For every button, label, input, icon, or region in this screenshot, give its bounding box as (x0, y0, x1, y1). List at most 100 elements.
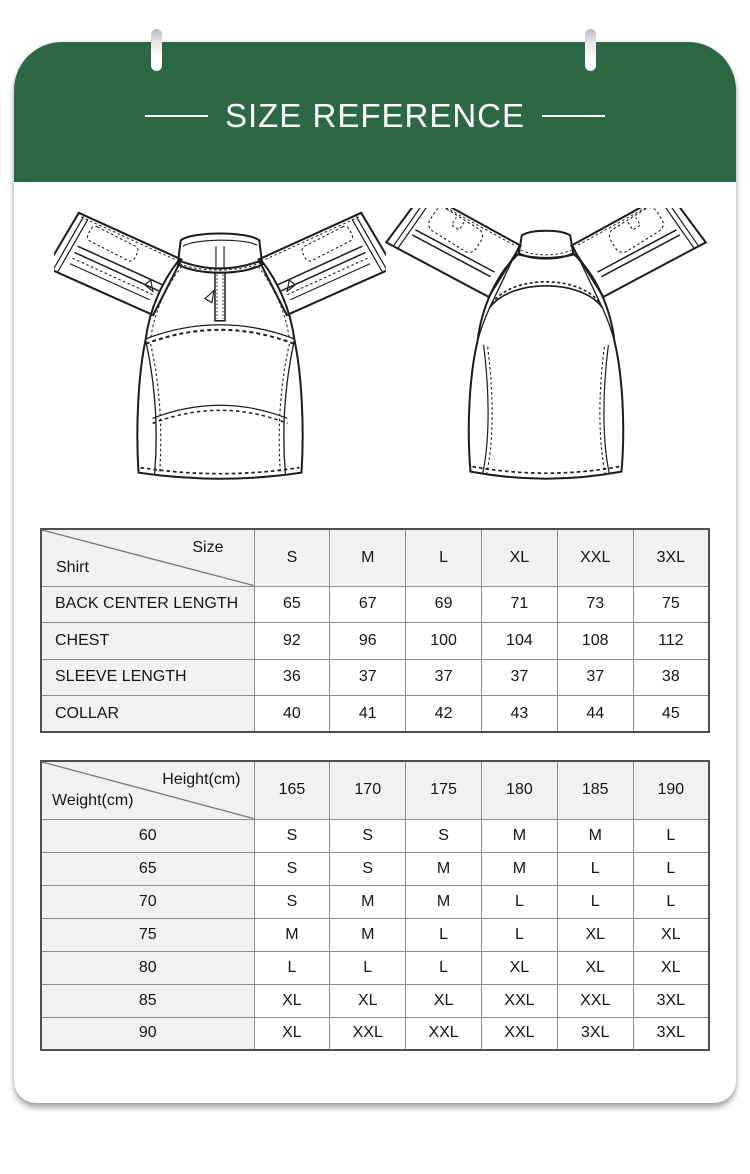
fit-cell: M (253, 917, 331, 952)
size-cell: 37 (556, 658, 634, 697)
row-label: CHEST (40, 622, 255, 660)
fit-cell: XXL (480, 983, 558, 1018)
row-label: BACK CENTER LENGTH (40, 585, 255, 624)
weight-label: 90 (40, 1016, 255, 1051)
size-cell: 73 (556, 585, 634, 624)
size-col-header: XXL (556, 528, 634, 587)
fit-cell: XL (480, 950, 558, 985)
height-col-header: 170 (329, 760, 407, 820)
title-rule-right (542, 115, 606, 117)
fit-cell: L (253, 950, 331, 985)
size-table-header-row: Size Shirt S M L XL XXL 3XL (40, 528, 710, 587)
corner-label-size: Size (192, 539, 224, 556)
back-sleeve (384, 190, 523, 299)
weight-label: 70 (40, 884, 255, 919)
height-col-header: 175 (405, 760, 482, 820)
fit-cell: 3XL (556, 1016, 634, 1051)
size-col-header: 3XL (632, 528, 710, 587)
size-table: Size Shirt S M L XL XXL 3XL BACK CENTER … (40, 528, 710, 734)
fit-table-row: 65 S S M M L L (40, 851, 710, 886)
fit-cell: L (329, 950, 407, 985)
size-cell: 104 (480, 622, 558, 660)
fit-table-row: 60 S S S M M L (40, 818, 710, 853)
size-cell: 38 (632, 658, 710, 697)
size-table-row: BACK CENTER LENGTH 65 67 69 71 73 75 (40, 585, 710, 624)
hang-slot-left (151, 29, 162, 71)
size-cell: 92 (253, 622, 331, 660)
fit-table-row: 90 XL XXL XXL XXL 3XL 3XL (40, 1016, 710, 1051)
back-body-outline (467, 253, 625, 480)
fit-table-corner-cell: Height(cm) Weight(cm) (40, 760, 255, 820)
size-cell: 96 (329, 622, 407, 660)
fit-cell: M (405, 851, 482, 886)
size-cell: 65 (253, 585, 331, 624)
fit-cell: S (329, 818, 407, 853)
fit-cell: S (253, 851, 331, 886)
fit-cell: 3XL (632, 983, 710, 1018)
corner-label-height: Height(cm) (162, 771, 241, 788)
height-col-header: 190 (632, 760, 710, 820)
fit-cell: XXL (329, 1016, 407, 1051)
fit-table-row: 75 M M L L XL XL (40, 917, 710, 952)
size-cell: 71 (480, 585, 558, 624)
front-body-outline (136, 259, 304, 480)
size-cell: 43 (480, 695, 558, 733)
fit-table-row: 85 XL XL XL XXL XXL 3XL (40, 983, 710, 1018)
size-cell: 37 (329, 658, 407, 697)
weight-label: 80 (40, 950, 255, 985)
back-collar (517, 229, 575, 260)
size-cell: 100 (405, 622, 482, 660)
fit-cell: XL (556, 950, 634, 985)
fit-cell: M (480, 851, 558, 886)
size-col-header: M (329, 528, 407, 587)
weight-label: 60 (40, 818, 255, 853)
weight-label: 85 (40, 983, 255, 1018)
diagonal-divider (42, 762, 254, 819)
fit-cell: L (480, 884, 558, 919)
size-col-header: S (253, 528, 331, 587)
fit-cell: L (632, 851, 710, 886)
fit-cell: M (329, 917, 407, 952)
weight-label: 65 (40, 851, 255, 886)
title-rule-left (144, 115, 208, 117)
size-table-row: SLEEVE LENGTH 36 37 37 37 37 38 (40, 658, 710, 697)
size-cell: 69 (405, 585, 482, 624)
size-cell: 42 (405, 695, 482, 733)
fit-cell: L (405, 917, 482, 952)
size-cell: 112 (632, 622, 710, 660)
fit-cell: XL (632, 950, 710, 985)
size-cell: 108 (556, 622, 634, 660)
fit-table-header-row: Height(cm) Weight(cm) 165 170 175 180 18… (40, 760, 710, 820)
fit-cell: 3XL (632, 1016, 710, 1051)
size-cell: 45 (632, 695, 710, 733)
fit-cell: XL (632, 917, 710, 952)
weight-label: 75 (40, 917, 255, 952)
fit-table-row: 70 S M M L L L (40, 884, 710, 919)
size-cell: 44 (556, 695, 634, 733)
fit-cell: XXL (405, 1016, 482, 1051)
fit-cell: XL (556, 917, 634, 952)
size-cell: 37 (405, 658, 482, 697)
fit-table-row: 80 L L L XL XL XL (40, 950, 710, 985)
size-reference-card: SIZE REFERENCE (14, 29, 736, 1103)
fit-cell: M (480, 818, 558, 853)
fit-cell: L (632, 818, 710, 853)
size-cell: 36 (253, 658, 331, 697)
fit-cell: L (556, 884, 634, 919)
fit-cell: XL (405, 983, 482, 1018)
size-cell: 37 (480, 658, 558, 697)
height-col-header: 165 (253, 760, 331, 820)
shirt-front-drawing (44, 205, 395, 514)
height-col-header: 180 (480, 760, 558, 820)
banner: SIZE REFERENCE (14, 42, 736, 182)
size-cell: 40 (253, 695, 331, 733)
size-table-row: COLLAR 40 41 42 43 44 45 (40, 695, 710, 733)
fit-cell: S (253, 884, 331, 919)
size-table-row: CHEST 92 96 100 104 108 112 (40, 622, 710, 660)
fit-cell: XL (253, 983, 331, 1018)
row-label: COLLAR (40, 695, 255, 733)
fit-cell: M (329, 884, 407, 919)
page-title: SIZE REFERENCE (224, 97, 526, 134)
fit-cell: S (253, 818, 331, 853)
fit-cell: M (556, 818, 634, 853)
